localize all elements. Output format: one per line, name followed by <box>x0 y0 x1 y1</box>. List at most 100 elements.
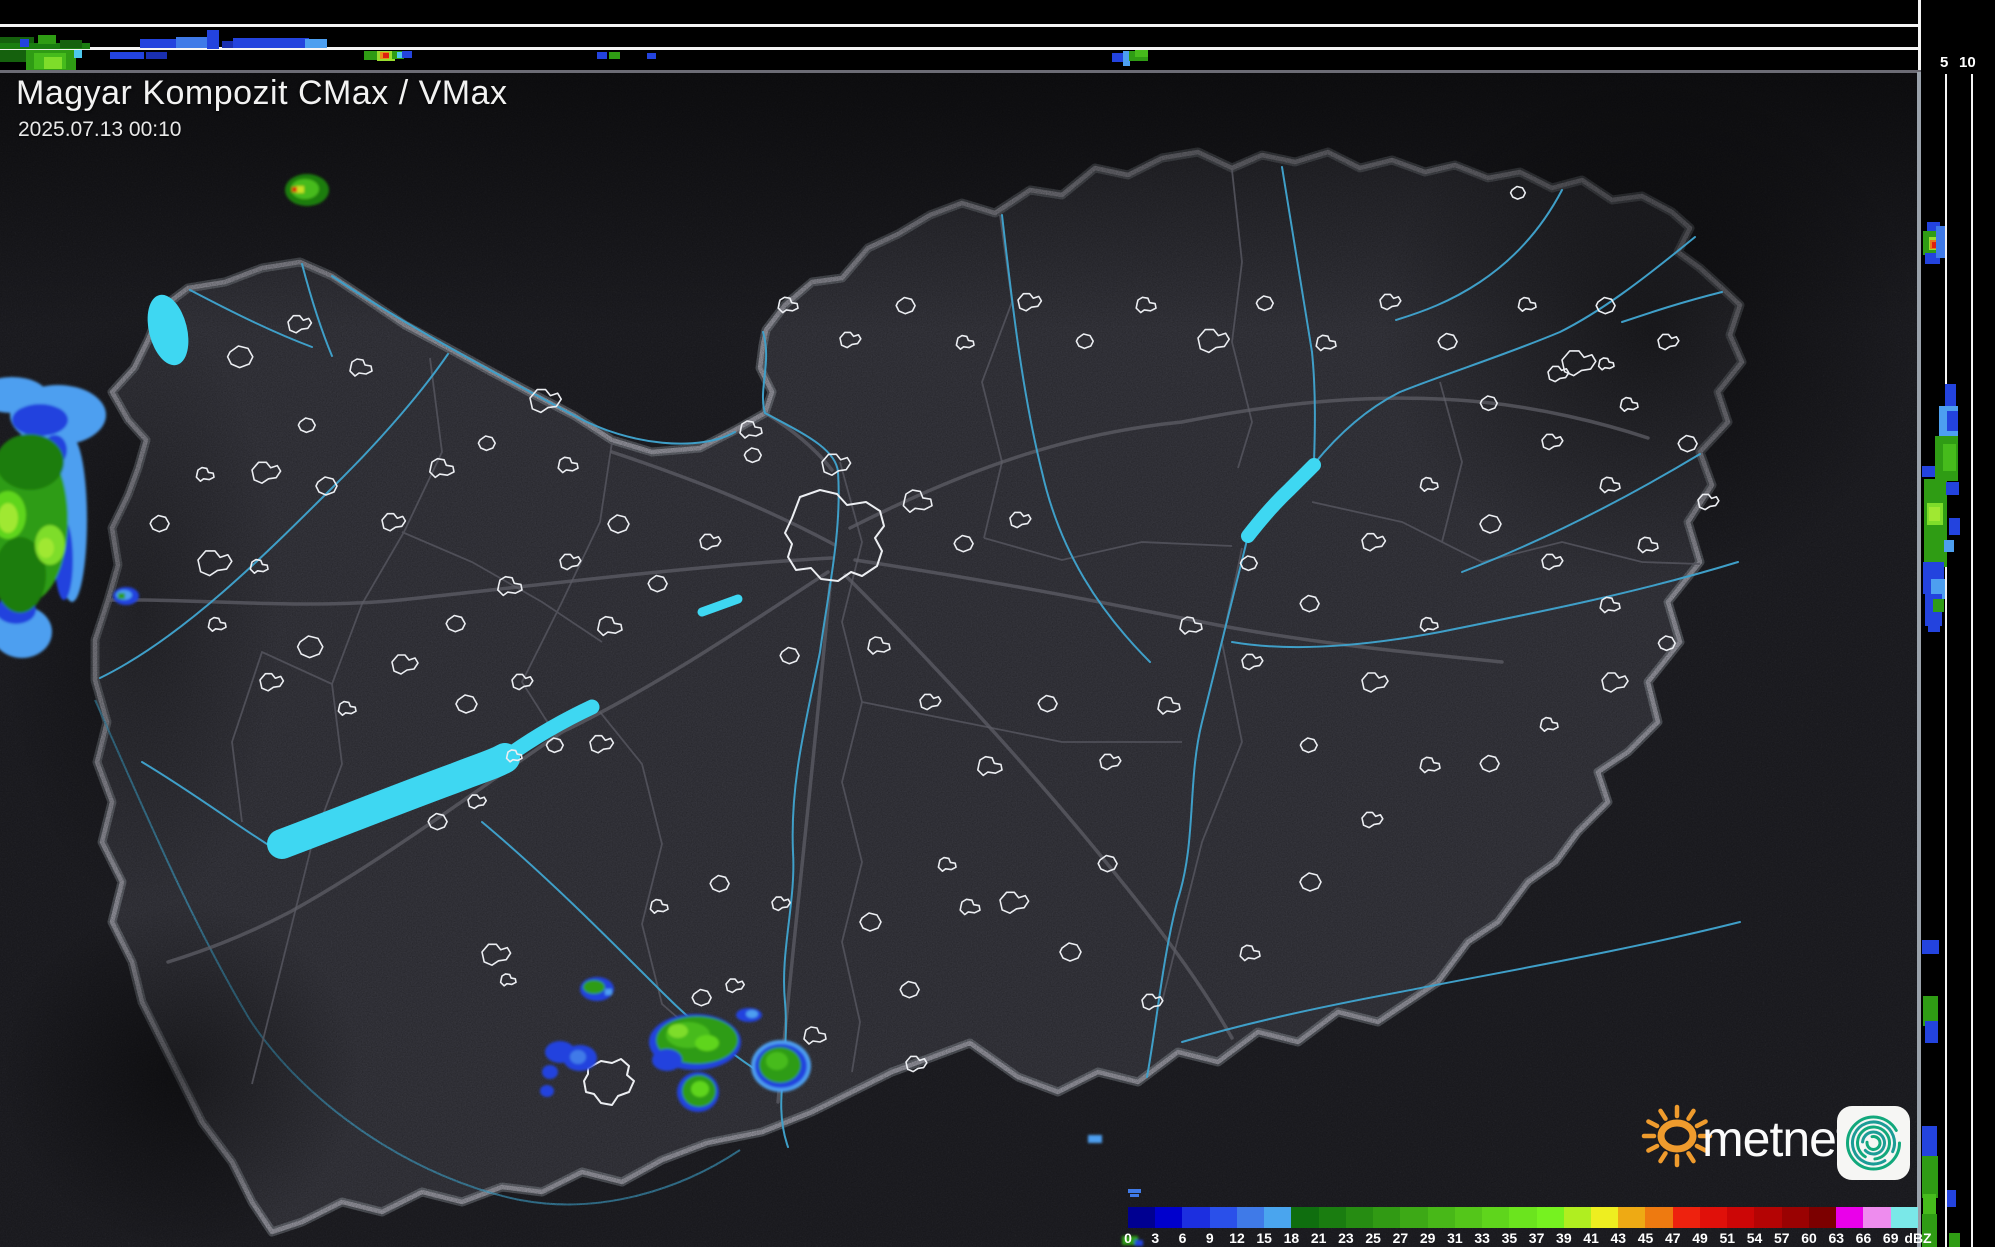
echo-pixel <box>1922 1126 1937 1158</box>
dbz-cell-23 <box>1345 1207 1374 1228</box>
echo-pixel <box>1945 384 1956 408</box>
dbz-label: 15 <box>1256 1230 1272 1246</box>
dbz-cell-35 <box>1509 1207 1537 1228</box>
echo-pixel <box>1929 507 1940 521</box>
echo-pixel <box>74 50 82 58</box>
echo-pixel <box>44 57 62 69</box>
dbz-label: 45 <box>1637 1230 1654 1246</box>
echo-pixel <box>1922 466 1935 477</box>
echo-pixel <box>1927 222 1940 233</box>
echo-pixel <box>233 38 309 48</box>
dbz-unit-label: dBZ <box>1904 1230 1932 1246</box>
vertical-profile-top-strip <box>0 0 1921 70</box>
echo-pixel <box>176 37 210 48</box>
dbz-label: 21 <box>1310 1230 1327 1246</box>
dbz-label: 69 <box>1882 1230 1899 1246</box>
dbz-label: 63 <box>1828 1230 1845 1246</box>
echo-pixel <box>1932 242 1939 248</box>
profile-corner <box>1921 0 1995 70</box>
page-title: Magyar Kompozit CMax / VMax <box>16 74 508 112</box>
right-strip-label-10km: 10 <box>1959 54 1976 71</box>
echo-pixel <box>0 37 34 48</box>
echo-pixel <box>1123 51 1130 66</box>
echo-pixel <box>1947 1190 1956 1207</box>
metnet-wordmark: metnet <box>1702 1111 1850 1167</box>
echo-pixel <box>0 50 28 62</box>
echo-pixel <box>1936 226 1945 258</box>
timestamp: 2025.07.13 00:10 <box>18 118 182 141</box>
echo-pixel <box>222 41 234 48</box>
dbz-label: 35 <box>1501 1230 1518 1246</box>
dbz-cell-60 <box>1808 1207 1837 1228</box>
radar-map[interactable] <box>0 70 1921 1247</box>
dbz-cell-12 <box>1236 1207 1265 1228</box>
right-gridline-5km <box>1945 74 1947 1247</box>
top-strip-right-edge <box>1918 0 1921 70</box>
legend-marker-icon <box>1130 1194 1139 1197</box>
echo-pixel <box>110 52 144 59</box>
dbz-label: 47 <box>1665 1230 1681 1246</box>
echo-pixel <box>1923 996 1938 1026</box>
dbz-label: 23 <box>1338 1230 1354 1246</box>
echo-pixel <box>1944 540 1954 552</box>
echo-pixel <box>1922 1156 1938 1198</box>
dbz-cell-54 <box>1754 1207 1782 1228</box>
dbz-label: 39 <box>1556 1230 1572 1246</box>
echo-pixel <box>146 52 167 59</box>
dbz-cell-63 <box>1836 1207 1864 1228</box>
dbz-label: 43 <box>1610 1230 1627 1246</box>
dbz-cell-47 <box>1672 1207 1700 1228</box>
dbz-cell-69 <box>1890 1207 1918 1228</box>
dbz-cell-6 <box>1182 1207 1210 1228</box>
echo-pixel <box>397 52 403 58</box>
echo-pixel <box>1112 53 1127 62</box>
spiral-icon <box>1846 1115 1901 1171</box>
dbz-label: 18 <box>1283 1230 1300 1246</box>
radar-echoes <box>0 174 1143 1246</box>
dbz-cell-27 <box>1400 1207 1428 1228</box>
metnet-logo[interactable]: metnet <box>1626 1088 1916 1188</box>
echo-pixel <box>1928 622 1940 632</box>
echo-pixel <box>1949 1233 1960 1247</box>
right-gridline-10km <box>1971 74 1973 1247</box>
metnet-app-icon[interactable] <box>1837 1106 1910 1180</box>
dbz-colorbar <box>1128 1207 1918 1228</box>
dbz-cell-57 <box>1781 1207 1809 1228</box>
legend-marker-icon <box>1128 1189 1141 1193</box>
echo-pixel <box>1922 940 1939 954</box>
dbz-cell-3 <box>1155 1207 1183 1228</box>
echo-pixel <box>609 52 620 59</box>
dbz-cell-21 <box>1318 1207 1346 1228</box>
dbz-cell-33 <box>1482 1207 1510 1228</box>
echo-pixel <box>305 39 327 48</box>
dbz-label: 6 <box>1178 1230 1187 1246</box>
vertical-profile-right-strip <box>1921 70 1995 1247</box>
echo-pixel <box>1943 444 1956 471</box>
dbz-legend: 0 3 6 9 12 15 18 21 23 25 27 29 31 33 35 37 39 41 43 45 47 49… <box>1124 1186 1932 1247</box>
echo-pixel <box>1946 482 1959 495</box>
dbz-cell-37 <box>1536 1207 1564 1228</box>
echo-pixel <box>402 51 412 58</box>
hungary-map-svg <box>0 70 1921 1247</box>
dbz-cell-15 <box>1264 1207 1292 1228</box>
echo-pixel <box>20 39 29 47</box>
sun-icon <box>1641 1104 1713 1168</box>
dbz-label: 31 <box>1447 1230 1463 1246</box>
dbz-cell-18 <box>1291 1207 1319 1228</box>
dbz-label: 54 <box>1746 1230 1763 1246</box>
height-gridline-10km <box>0 24 1919 27</box>
dbz-cell-51 <box>1727 1207 1755 1228</box>
dbz-cell-66 <box>1863 1207 1891 1228</box>
dbz-label: 41 <box>1583 1230 1599 1246</box>
echo-pixel <box>1925 253 1940 264</box>
dbz-cell-9 <box>1209 1207 1237 1228</box>
echo-pixel <box>1947 411 1958 431</box>
dbz-label: 9 <box>1205 1230 1214 1246</box>
echo-pixel <box>60 40 82 48</box>
dbz-cell-41 <box>1590 1207 1619 1228</box>
dbz-label: 27 <box>1392 1230 1409 1246</box>
dbz-cell-29 <box>1427 1207 1455 1228</box>
dbz-label: 33 <box>1474 1230 1490 1246</box>
echo-pixel <box>38 35 56 44</box>
